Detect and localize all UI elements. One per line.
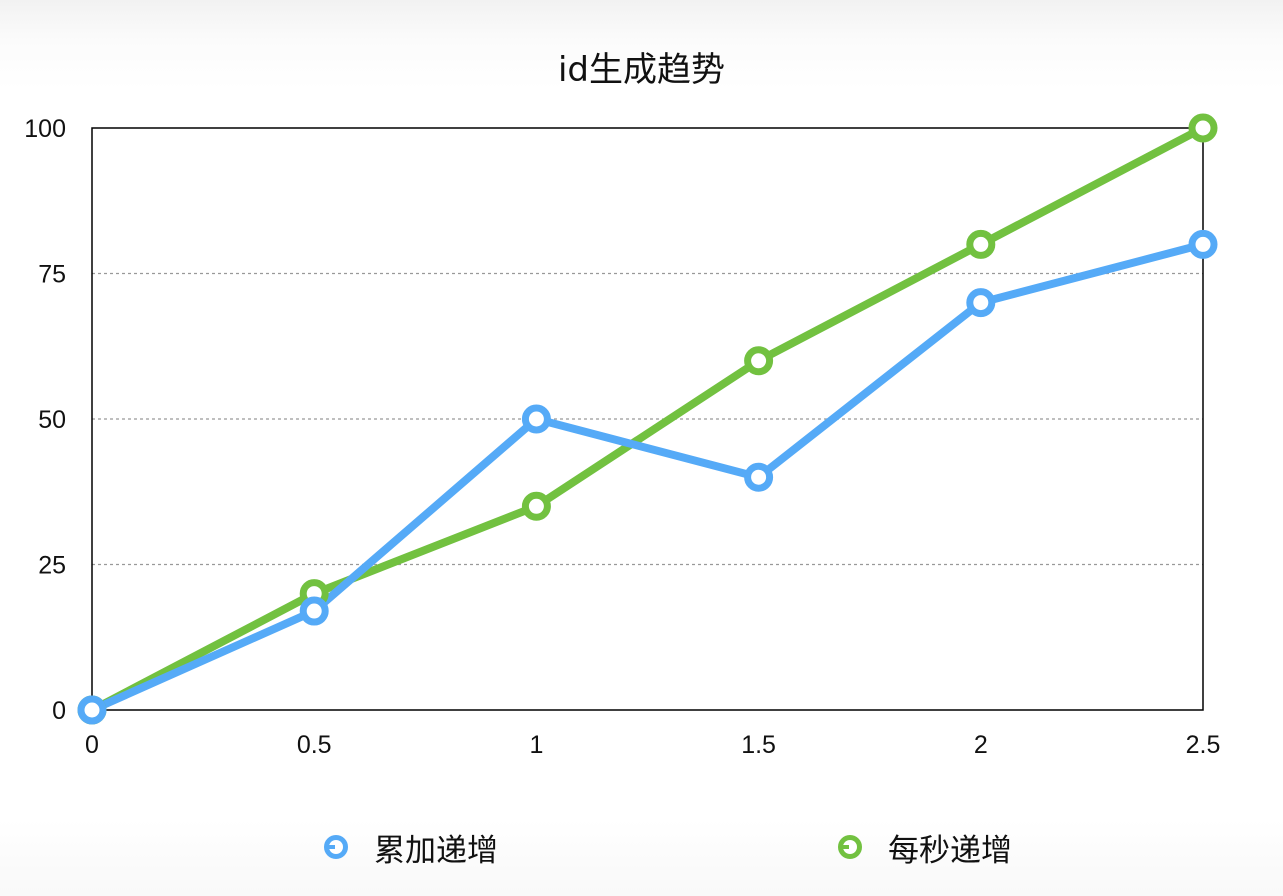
- plot-area-frame: [91, 127, 1204, 711]
- series-line: [90, 240, 1205, 714]
- data-point-marker[interactable]: [966, 288, 996, 318]
- chart-title: id生成趋势: [557, 50, 726, 90]
- x-tick-label: 2: [974, 731, 988, 759]
- data-point-marker[interactable]: [1188, 113, 1218, 143]
- x-tick-label: 1: [529, 731, 543, 759]
- y-tick-label: 100: [24, 115, 66, 143]
- data-point-marker[interactable]: [1188, 229, 1218, 259]
- data-point-marker[interactable]: [77, 695, 107, 725]
- y-tick-label: 25: [38, 552, 66, 580]
- data-point-marker[interactable]: [299, 596, 329, 626]
- legend-item-series-1[interactable]: 累加递增: [324, 822, 498, 872]
- x-tick-label: 0: [85, 731, 99, 759]
- y-tick-label: 50: [38, 406, 66, 434]
- data-point-marker[interactable]: [744, 462, 774, 492]
- legend-circle-icon: [838, 835, 862, 859]
- data-point-marker[interactable]: [966, 229, 996, 259]
- legend-label: 累加递增: [374, 832, 498, 869]
- data-point-marker[interactable]: [521, 404, 551, 434]
- y-axis-tick-labels: 0 25 50 75 100: [24, 115, 66, 725]
- x-axis-tick-labels: 0 0.5 1 1.5 2 2.5: [85, 731, 1220, 759]
- y-tick-label: 75: [38, 261, 66, 289]
- legend-item-series-2[interactable]: 每秒递增: [838, 822, 1012, 872]
- y-gridlines: [92, 272, 1203, 566]
- data-point-marker[interactable]: [744, 346, 774, 376]
- series-lines: [90, 124, 1205, 714]
- series-line: [90, 124, 1205, 714]
- x-tick-label: 1.5: [741, 731, 776, 759]
- legend-label: 每秒递增: [888, 832, 1012, 869]
- series-markers: [77, 113, 1218, 725]
- x-tick-label: 2.5: [1186, 731, 1221, 759]
- legend-circle-icon: [324, 835, 348, 859]
- data-point-marker[interactable]: [521, 491, 551, 521]
- y-tick-label: 0: [52, 697, 66, 725]
- x-tick-label: 0.5: [297, 731, 332, 759]
